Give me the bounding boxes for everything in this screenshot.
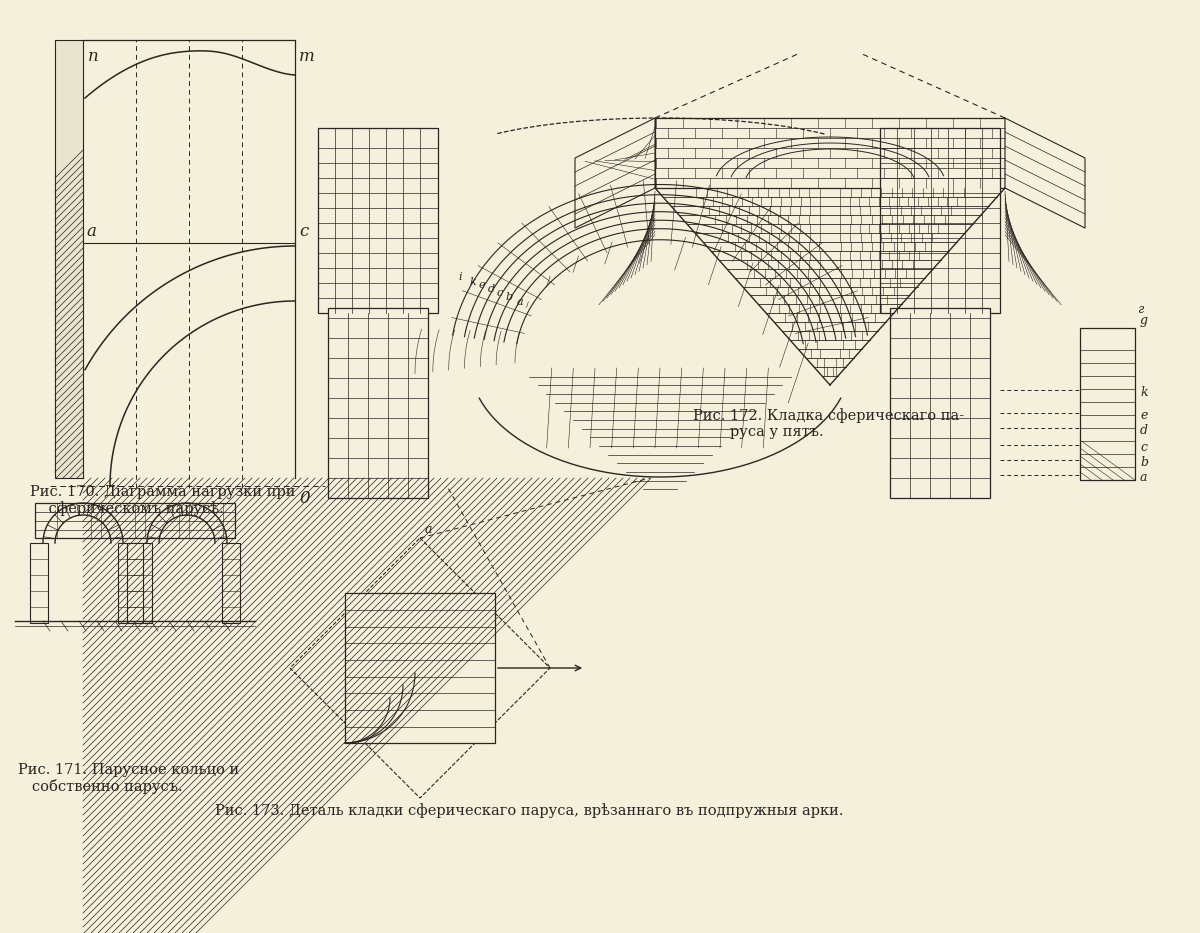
Bar: [890, 308, 990, 498]
Text: i: i: [458, 272, 462, 282]
Text: a: a: [1140, 471, 1147, 484]
Polygon shape: [55, 40, 83, 478]
Bar: [1080, 328, 1135, 480]
Polygon shape: [655, 118, 1006, 188]
Text: d: d: [1140, 424, 1148, 437]
Text: Рис. 172. Кладка сферическаго па-: Рис. 172. Кладка сферическаго па-: [694, 408, 964, 423]
Text: g: g: [1140, 314, 1148, 327]
Bar: [328, 308, 428, 498]
Text: Рис. 171. Парусное кольцо и
   собственно парусъ.: Рис. 171. Парусное кольцо и собственно п…: [18, 763, 239, 794]
Text: a: a: [517, 297, 523, 307]
Text: k: k: [469, 276, 476, 286]
Text: b: b: [505, 292, 512, 302]
Bar: [118, 543, 136, 623]
Polygon shape: [1006, 118, 1085, 228]
Polygon shape: [346, 593, 496, 743]
Bar: [222, 543, 240, 623]
Text: c: c: [497, 288, 503, 299]
Bar: [880, 128, 1000, 313]
Bar: [318, 128, 438, 313]
Text: c: c: [1140, 441, 1147, 454]
Text: e: e: [1140, 409, 1147, 422]
Text: n: n: [88, 48, 98, 65]
Text: d: d: [487, 285, 494, 294]
Bar: [30, 543, 48, 623]
Text: b: b: [1140, 456, 1148, 469]
Text: e: e: [479, 281, 485, 290]
Text: a: a: [425, 523, 432, 536]
Text: m: m: [299, 48, 314, 65]
Text: г: г: [1138, 303, 1144, 316]
Text: Рис. 173. Деталь кладки сферическаго паруса, врѣзаннаго въ подпружныя арки.: Рис. 173. Деталь кладки сферическаго пар…: [215, 803, 844, 818]
Bar: [127, 543, 143, 623]
Text: c: c: [299, 223, 308, 240]
Polygon shape: [575, 118, 655, 228]
Bar: [35, 503, 235, 538]
Text: a: a: [86, 223, 96, 240]
Text: 0: 0: [299, 490, 310, 507]
Text: Рис. 170. Діаграмма нагрузки при
    сферическомъ парусѣ.: Рис. 170. Діаграмма нагрузки при сфериче…: [30, 485, 295, 516]
Text: руса у пятъ.: руса у пятъ.: [694, 425, 823, 439]
Text: k: k: [1140, 386, 1147, 399]
Bar: [134, 543, 152, 623]
